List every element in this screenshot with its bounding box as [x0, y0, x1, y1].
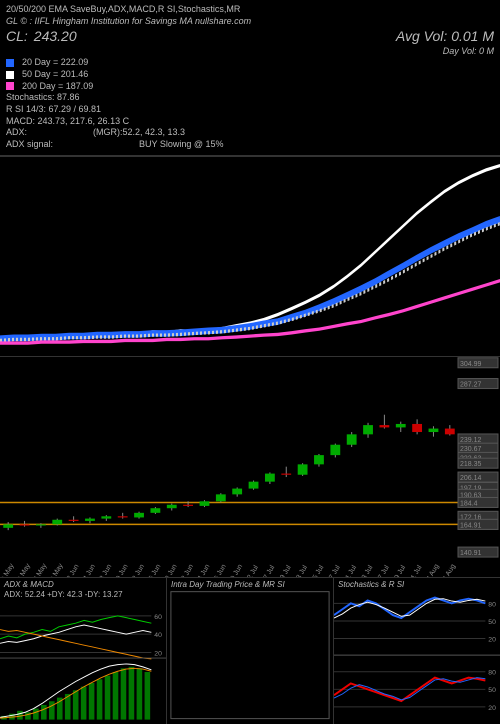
rsi-label: R SI 14/3: 67.29 / 69.81	[6, 104, 101, 116]
svg-text:26 Jun: 26 Jun	[211, 563, 228, 577]
svg-text:10 Jun: 10 Jun	[113, 563, 130, 577]
macd-label: MACD: 243.73, 217.6, 26.13 C	[6, 116, 129, 128]
svg-text:140.91: 140.91	[460, 550, 482, 557]
adx-label: ADX:	[6, 127, 27, 139]
candlestick-chart: 304.99287.27239.12230.67222.63218.35206.…	[0, 356, 500, 577]
svg-text:30 Jun: 30 Jun	[228, 563, 245, 577]
day-vol-label: Day Vol:	[443, 46, 477, 56]
ema20-swatch	[6, 59, 14, 67]
svg-text:20: 20	[488, 705, 496, 712]
ema200-label: 200 Day = 187.09	[22, 81, 93, 93]
svg-text:29 May: 29 May	[47, 562, 65, 577]
header-info: 20/50/200 EMA SaveBuy,ADX,MACD,R SI,Stoc…	[0, 0, 500, 156]
adx-macd-title: ADX & MACD	[4, 580, 54, 589]
svg-text:40: 40	[154, 632, 162, 639]
avg-vol-label: Avg Vol:	[396, 28, 447, 44]
svg-text:22 May: 22 May	[14, 562, 32, 577]
svg-text:02 Jul: 02 Jul	[245, 564, 261, 577]
svg-text:218.35: 218.35	[460, 461, 482, 468]
svg-text:17 Jul: 17 Jul	[326, 564, 342, 577]
svg-text:18 Jun: 18 Jun	[162, 563, 179, 577]
bottom-indicators: ADX & MACD ADX: 52.24 +DY: 42.3 -DY: 13.…	[0, 577, 500, 724]
svg-text:164.91: 164.91	[460, 522, 482, 529]
avg-vol-value: 0.01 M	[451, 28, 494, 44]
close-value: 243.20	[34, 27, 77, 45]
intraday-panel: Intra Day Trading Price & MR SI	[167, 578, 334, 724]
adx-macd-panel: ADX & MACD ADX: 52.24 +DY: 42.3 -DY: 13.…	[0, 578, 167, 724]
svg-text:29 Jul: 29 Jul	[392, 564, 408, 577]
svg-text:20 May: 20 May	[0, 562, 16, 577]
svg-text:12 Jun: 12 Jun	[129, 563, 146, 577]
svg-text:287.27: 287.27	[460, 381, 482, 388]
svg-text:06 Aug: 06 Aug	[440, 563, 457, 577]
close-label: CL:	[6, 27, 28, 45]
svg-text:31 Jul: 31 Jul	[408, 564, 424, 577]
ema50-label: 50 Day = 201.46	[22, 69, 88, 81]
svg-text:02 Jun: 02 Jun	[64, 563, 81, 577]
adx-signal-label: ADX signal:	[6, 139, 53, 151]
ema50-swatch	[6, 71, 14, 79]
stoch-rsi-title: Stochastics & R SI	[338, 580, 404, 589]
svg-text:21 Jul: 21 Jul	[343, 564, 359, 577]
svg-text:206.14: 206.14	[460, 475, 482, 482]
svg-text:13 Jul: 13 Jul	[294, 564, 310, 577]
svg-text:04 Jun: 04 Jun	[80, 563, 97, 577]
svg-text:27 Jul: 27 Jul	[375, 564, 391, 577]
adx-macd-text: ADX: 52.24 +DY: 42.3 -DY: 13.27	[4, 590, 123, 599]
title-right: GL © : IIFL Hingham Institution for Savi…	[6, 16, 251, 28]
svg-text:20: 20	[154, 650, 162, 657]
adx-vals: (MGR):52.2, 42.3, 13.3	[93, 127, 185, 139]
svg-text:50: 50	[488, 619, 496, 626]
svg-text:27 May: 27 May	[31, 562, 49, 577]
svg-text:80: 80	[488, 601, 496, 608]
stoch-rsi-panel: Stochastics & R SI 20 50 80 20 50 80	[334, 578, 500, 724]
svg-text:50: 50	[488, 687, 496, 694]
svg-text:09 Jul: 09 Jul	[277, 564, 293, 577]
svg-text:08 Jun: 08 Jun	[97, 563, 114, 577]
svg-text:24 Jun: 24 Jun	[195, 563, 212, 577]
adx-signal-value: BUY Slowing @ 15%	[139, 139, 224, 151]
intraday-title: Intra Day Trading Price & MR SI	[171, 580, 285, 589]
top-ema-chart	[0, 156, 500, 356]
svg-text:15 Jul: 15 Jul	[310, 564, 326, 577]
svg-text:304.99: 304.99	[460, 361, 482, 368]
svg-text:22 Jun: 22 Jun	[179, 563, 196, 577]
ema20-label: 20 Day = 222.09	[22, 57, 88, 69]
svg-text:07 Jul: 07 Jul	[261, 564, 277, 577]
title-left: 20/50/200 EMA SaveBuy,ADX,MACD,R SI,Stoc…	[6, 4, 240, 16]
day-vol-value: 0 M	[479, 46, 494, 56]
svg-text:20: 20	[488, 636, 496, 643]
stoch-label: Stochastics: 87.86	[6, 92, 80, 104]
svg-text:16 Jun: 16 Jun	[146, 563, 163, 577]
svg-text:184.4: 184.4	[460, 500, 478, 507]
ema200-swatch	[6, 82, 14, 90]
svg-text:04 Aug: 04 Aug	[424, 563, 441, 577]
svg-text:23 Jul: 23 Jul	[359, 564, 375, 577]
svg-text:80: 80	[488, 669, 496, 676]
svg-text:60: 60	[154, 614, 162, 621]
